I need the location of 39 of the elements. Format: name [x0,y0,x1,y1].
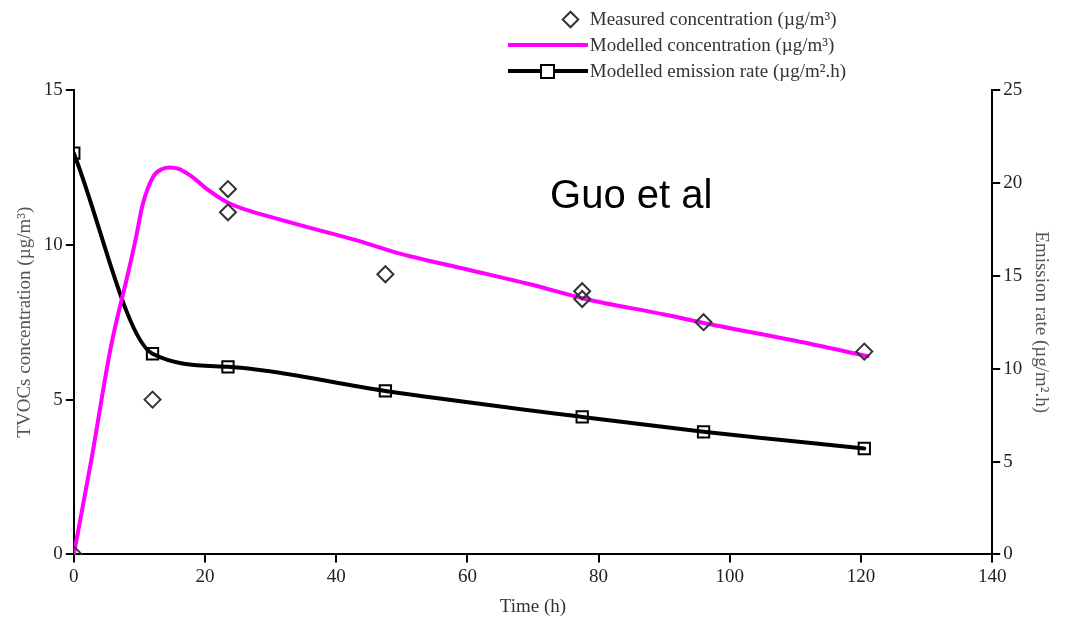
legend-label: Modelled emission rate (µg/m².h) [589,60,846,82]
y-tick-label: 15 [43,77,63,99]
x-tick-label: 0 [69,564,79,586]
x-tick-label: 20 [195,564,215,586]
annotation: Guo et al [550,171,713,216]
point [855,342,874,361]
x-tick-label: 80 [589,564,609,586]
point [145,347,160,361]
point [694,313,713,332]
point [218,203,237,222]
point [573,282,592,301]
point [143,390,162,409]
x-tick-label: 60 [457,564,477,586]
legend-label: Modelled concentration (µg/m³) [589,34,835,56]
y-tick-label: 10 [43,232,63,254]
x-tick-label: 140 [977,564,1007,586]
point [376,265,395,284]
point [575,410,589,424]
point [573,289,592,308]
y-axis-title: TVOCs concentration (µg/m³) [13,206,36,438]
y2-tick-label: 20 [1003,170,1023,192]
y2-tick-label: 25 [1003,77,1023,99]
y2-tick-label: 0 [1003,542,1013,564]
y2-tick-label: 10 [1003,356,1023,378]
y2-tick-label: 15 [1003,263,1023,285]
y2-tick-label: 5 [1003,449,1013,471]
x-axis-title: Time (h) [499,594,567,617]
point [218,180,237,199]
point [696,425,711,439]
y-tick-label: 0 [53,542,63,564]
point [857,441,871,456]
y2-axis-title: Emission rate (µg/m².h) [1030,231,1053,414]
x-tick-label: 120 [846,564,876,586]
point [221,360,235,374]
point [378,384,393,398]
x-tick-label: 40 [326,564,346,586]
x-tick-label: 100 [715,564,745,586]
y-tick-label: 5 [53,387,63,409]
legend-label: Measured concentration (µg/m³) [589,8,837,30]
